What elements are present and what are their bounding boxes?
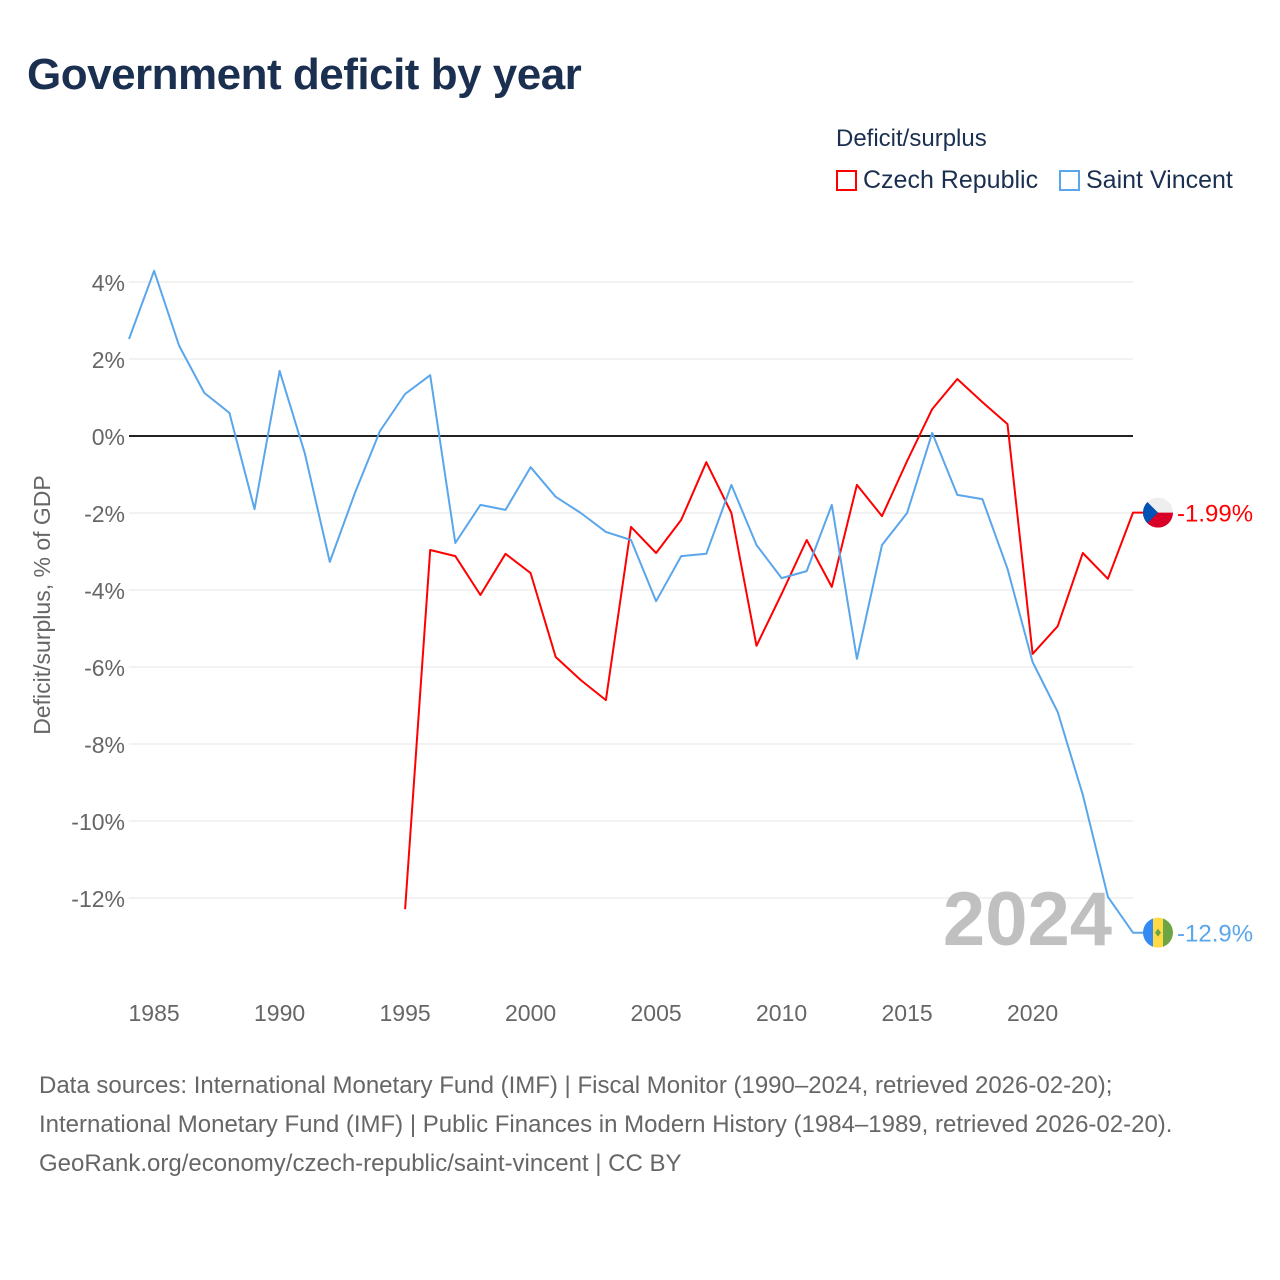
x-tick-label: 2020: [1007, 1000, 1058, 1026]
x-tick-label: 1995: [380, 1000, 431, 1026]
legend-title: Deficit/surplus: [836, 125, 987, 152]
end-value-label-saint-vincent: -12.9%: [1177, 921, 1253, 948]
line-chart: 4% 2% 0% -2% -4% -6% -8% -10% -12% 1985 1990 1995 20…: [29, 269, 1253, 1026]
x-tick-label: 1985: [129, 1000, 180, 1026]
series-line-saint-vincent: [128, 269, 1158, 934]
end-value-label-czech-republic: -1.99%: [1177, 501, 1253, 528]
y-tick-label: -8%: [84, 732, 125, 758]
y-tick-label: -2%: [84, 501, 125, 527]
data-sources-text: Data sources: International Monetary Fun…: [39, 1072, 1173, 1138]
legend-label: Czech Republic: [863, 166, 1039, 194]
legend-swatch-czech: [836, 170, 857, 191]
y-tick-label: -12%: [71, 886, 125, 912]
attribution-link[interactable]: GeoRank.org/economy/czech-republic/saint…: [39, 1150, 682, 1177]
year-watermark: 2024: [943, 877, 1112, 962]
y-tick-label: -4%: [84, 578, 125, 604]
y-tick-label: 0%: [92, 424, 125, 450]
x-tick-label: 2000: [505, 1000, 556, 1026]
legend-swatch-saint-vincent: [1059, 170, 1080, 191]
legend-label: Saint Vincent: [1086, 166, 1233, 194]
legend-item-czech-republic[interactable]: Czech Republic: [836, 166, 1038, 195]
y-axis-label: Deficit/surplus, % of GDP: [29, 475, 55, 734]
y-tick-label: 2%: [92, 347, 125, 373]
saint-vincent-flag-icon: [1143, 917, 1173, 948]
y-tick-label: -10%: [71, 809, 125, 835]
x-tick-label: 2015: [882, 1000, 933, 1026]
y-tick-label: -6%: [84, 655, 125, 681]
czech-flag-icon: [1143, 497, 1173, 528]
sources: Data sources: International Monetary Fun…: [39, 1066, 1239, 1183]
series-line-czech-republic: [404, 378, 1158, 910]
y-tick-label: 4%: [92, 270, 125, 296]
legend-item-saint-vincent[interactable]: Saint Vincent: [1059, 166, 1233, 195]
x-tick-label: 1990: [254, 1000, 305, 1026]
page-title: Government deficit by year: [27, 50, 582, 99]
x-tick-label: 2010: [756, 1000, 807, 1026]
x-tick-label: 2005: [631, 1000, 682, 1026]
